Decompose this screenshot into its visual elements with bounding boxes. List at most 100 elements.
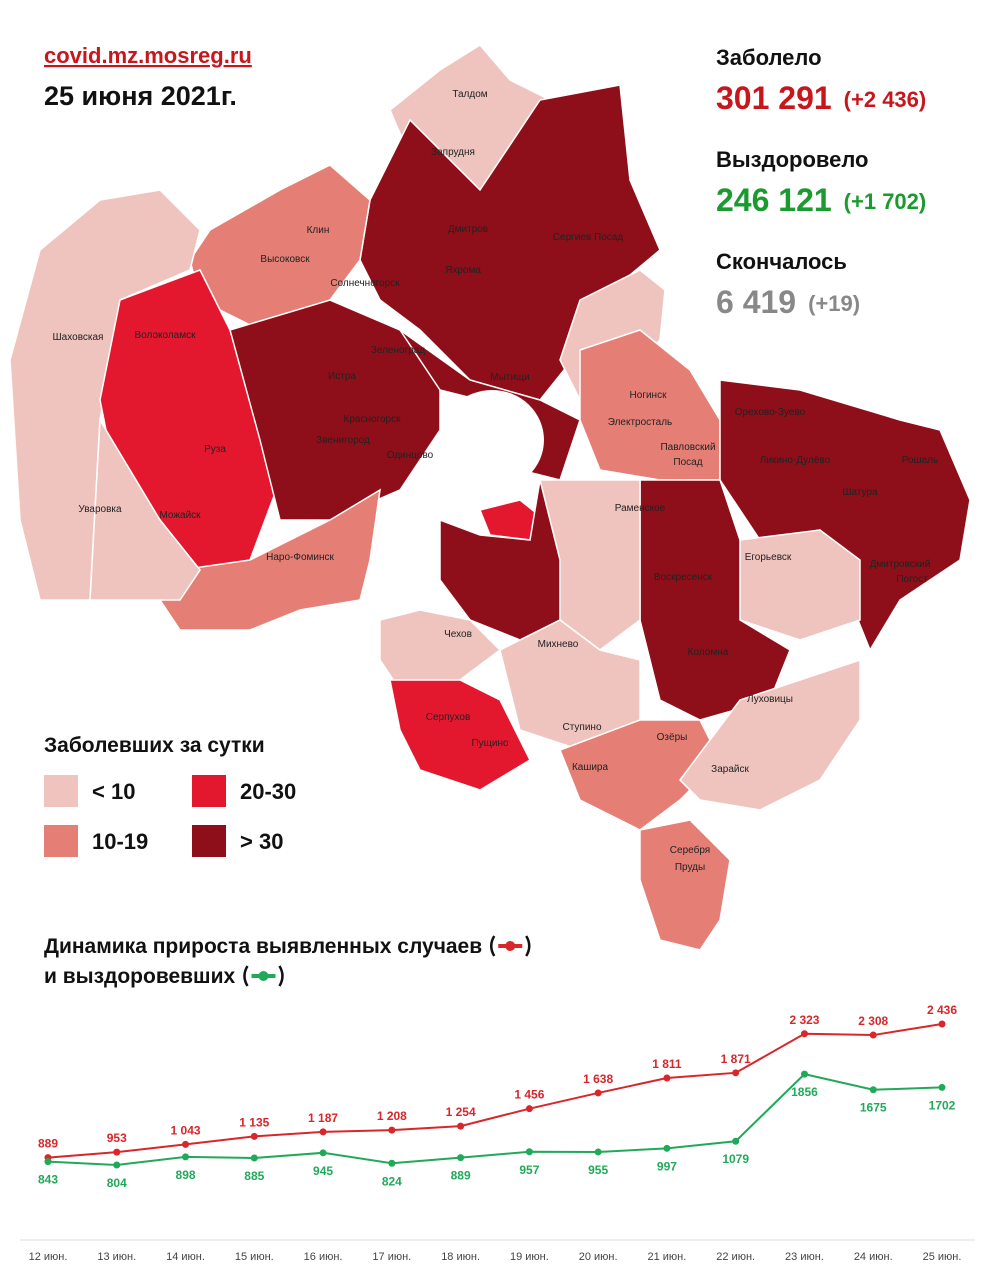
city-label: Ликино-Дулёво	[760, 455, 831, 466]
city-label: Мытищи	[490, 372, 530, 383]
point	[869, 1031, 877, 1039]
x-tick-label: 18 июн.	[441, 1251, 480, 1263]
region	[89, 417, 201, 601]
city-label: Кашира	[572, 762, 609, 773]
region	[679, 658, 861, 811]
point	[869, 1086, 877, 1094]
x-tick-label: 13 июн.	[97, 1251, 136, 1263]
value-label: 889	[38, 1137, 58, 1151]
value-label: 1856	[791, 1085, 818, 1099]
city-label: Орехово-Зуево	[735, 407, 806, 418]
value-label: 1079	[722, 1152, 749, 1166]
point	[250, 1154, 258, 1162]
stat-delta: (+2 436)	[844, 87, 927, 112]
point	[319, 1149, 327, 1157]
point	[732, 1069, 740, 1077]
point	[663, 1144, 671, 1152]
legend-label: < 10	[92, 779, 135, 804]
legend: < 10 10-19 20-30 > 30	[44, 775, 296, 857]
city-label: Пруды	[675, 862, 705, 873]
value-label: 1 456	[514, 1088, 544, 1102]
map	[9, 44, 971, 951]
region	[229, 299, 441, 521]
point	[800, 1030, 808, 1038]
legend-swatch	[192, 825, 226, 857]
point	[525, 1105, 533, 1113]
city-label: Коломна	[688, 647, 729, 658]
legend-label: > 30	[240, 829, 283, 854]
city-label: Павловский	[660, 442, 715, 453]
paren	[278, 965, 284, 987]
point	[594, 1089, 602, 1097]
paren	[243, 965, 249, 987]
city-label: Егорьевск	[745, 552, 792, 563]
x-tick-label: 12 июн.	[29, 1251, 68, 1263]
point	[250, 1132, 258, 1140]
x-tick-label: 25 июн.	[923, 1251, 962, 1263]
value-label: 945	[313, 1164, 333, 1178]
series-line	[47, 1073, 943, 1167]
value-label: 1 811	[652, 1057, 682, 1071]
paren	[489, 935, 496, 957]
city-label: Высоковск	[260, 254, 310, 265]
point	[525, 1148, 533, 1156]
point	[800, 1070, 808, 1078]
point	[594, 1148, 602, 1156]
region	[159, 488, 381, 631]
city-label: Дмитров	[448, 224, 488, 235]
city-label: Сергиев Посад	[553, 232, 624, 243]
value-label: 1 043	[171, 1123, 201, 1137]
x-tick-label: 21 июн.	[648, 1251, 687, 1263]
stat-label: Скончалось	[716, 249, 847, 274]
paren	[525, 935, 531, 957]
date: 25 июня 2021г.	[44, 81, 237, 111]
stat-value: 246 121	[716, 182, 832, 218]
city-label: Раменское	[615, 503, 666, 514]
city-label: Можайск	[159, 510, 201, 521]
value-label: 2 323	[789, 1013, 819, 1027]
city-label: Луховицы	[747, 694, 793, 705]
x-tick-label: 22 июн.	[716, 1251, 755, 1263]
city-label: Талдом	[452, 89, 487, 100]
region	[499, 619, 641, 751]
point	[732, 1137, 740, 1145]
value-label: 2 436	[927, 1003, 957, 1017]
value-label: 889	[451, 1169, 471, 1183]
region	[389, 679, 531, 791]
region	[379, 609, 502, 691]
point	[113, 1161, 121, 1169]
city-label: Рошаль	[902, 455, 938, 466]
city-label: Серпухов	[426, 712, 471, 723]
city-label: Озёры	[657, 732, 688, 743]
city-label: Погост	[896, 574, 928, 585]
line-chart: Динамика прироста выявленных случаев и вы…	[20, 935, 975, 1263]
stat-delta: (+19)	[808, 291, 860, 316]
point	[319, 1128, 327, 1136]
city-label: Волоколамск	[135, 330, 197, 341]
legend-label: 10-19	[92, 829, 148, 854]
value-label: 1 135	[239, 1115, 269, 1129]
legend-title: Заболевших за сутки	[44, 734, 265, 757]
series-line	[47, 1023, 943, 1159]
city-label: Шатура	[842, 487, 878, 498]
point	[938, 1020, 946, 1028]
point	[663, 1074, 671, 1082]
city-label: Руза	[204, 444, 226, 455]
city-label: Красногорск	[344, 414, 402, 425]
point	[182, 1153, 190, 1161]
value-label: 843	[38, 1173, 58, 1187]
value-label: 1 187	[308, 1111, 338, 1125]
city-label: Зеленоград	[371, 345, 426, 356]
city-label: Электросталь	[608, 417, 673, 428]
city-label: Ступино	[563, 722, 602, 733]
x-tick-label: 20 июн.	[579, 1251, 618, 1263]
legend-dot	[505, 941, 516, 951]
value-label: 1 254	[446, 1105, 476, 1119]
city-label: Запрудня	[431, 147, 475, 158]
value-label: 804	[107, 1176, 127, 1190]
point	[182, 1140, 190, 1148]
point	[457, 1122, 465, 1130]
value-label: 1 871	[721, 1052, 751, 1066]
point	[44, 1158, 52, 1166]
